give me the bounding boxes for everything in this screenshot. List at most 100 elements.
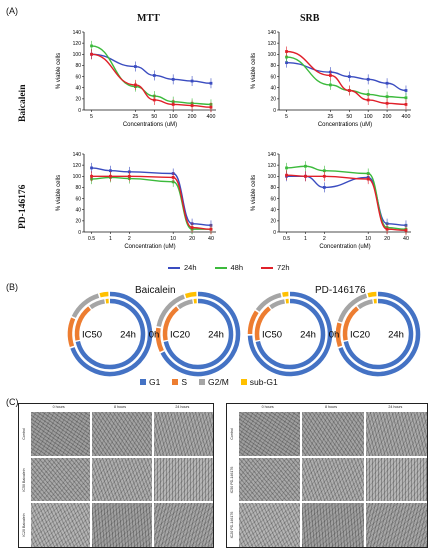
- outer-ring-segment: [184, 291, 197, 299]
- data-point: [385, 227, 389, 231]
- data-point: [127, 174, 131, 178]
- ring-side-label: 24h: [388, 330, 404, 341]
- y-axis-label: % viable cells: [251, 53, 257, 89]
- data-point: [109, 169, 112, 173]
- ring-side-label: 24h: [300, 330, 316, 341]
- panel-label-c: (C): [6, 397, 19, 407]
- micrograph-image: [239, 412, 301, 456]
- data-point: [347, 89, 351, 92]
- y-tick-label: 40: [75, 208, 81, 214]
- series-line-24h: [286, 175, 406, 227]
- x-tick-label: 1: [304, 236, 307, 242]
- series-line-48h: [286, 56, 406, 99]
- x-tick-label: 40: [403, 236, 409, 242]
- micrograph-column-label: 8 hours: [325, 405, 337, 409]
- data-point: [285, 50, 288, 53]
- data-point: [109, 174, 112, 178]
- data-point: [190, 226, 194, 229]
- series-line-72h: [286, 174, 406, 232]
- data-point: [285, 166, 288, 170]
- y-tick-label: 40: [270, 208, 276, 214]
- y-tick-label: 120: [268, 41, 277, 47]
- y-tick-label: 60: [75, 196, 81, 202]
- data-point: [171, 176, 175, 179]
- y-tick-label: 80: [270, 185, 276, 191]
- chart-mtt-baicalein: 0 20 40 60 80 100 120 140 5 25 50 100 200 400 Concentr…: [56, 30, 216, 128]
- outer-ring-segment: [99, 291, 109, 298]
- x-tick-label: 0.5: [88, 236, 95, 242]
- series-line-48h: [91, 176, 211, 230]
- legend-item-24h: 24h: [168, 263, 197, 272]
- data-point: [404, 96, 408, 100]
- ring-center-label: 0h: [329, 330, 340, 341]
- x-tick-label: 25: [132, 114, 138, 120]
- micrograph-column-label: 8 hours: [114, 405, 126, 409]
- micrograph-row-label: IC20 PD-146176: [230, 511, 234, 539]
- micrograph-image: [92, 412, 152, 456]
- y-tick-label: 0: [78, 108, 81, 114]
- x-tick-label: 100: [364, 114, 373, 120]
- legend-item-s: S: [172, 377, 187, 387]
- micrograph-image: [239, 457, 301, 502]
- micrograph-image: [92, 503, 152, 547]
- y-tick-label: 140: [268, 30, 277, 36]
- data-point: [171, 77, 175, 81]
- micrograph-row-label: IC50 Baicalein: [22, 467, 26, 492]
- inner-ring-segment: [255, 298, 326, 370]
- y-tick-label: 140: [73, 152, 82, 158]
- data-point: [385, 95, 389, 99]
- micrograph-image: [302, 457, 364, 502]
- chart-mtt-pd146176: 0 20 40 60 80 100 120 140 0.5 1 2 10 20 40 Concentrati…: [56, 152, 216, 250]
- outer-ring-segment: [338, 291, 421, 377]
- outer-ring-segment: [255, 292, 282, 312]
- x-axis-label: Concentrations (uM): [318, 122, 372, 128]
- x-tick-label: 200: [188, 114, 197, 120]
- y-tick-label: 120: [73, 41, 82, 47]
- panel-label-b: (B): [6, 282, 18, 292]
- x-tick-label: 25: [327, 114, 333, 120]
- data-point: [90, 52, 93, 56]
- y-tick-label: 80: [75, 63, 81, 69]
- ring-group-title-baicalein: Baicalein: [135, 285, 176, 296]
- y-tick-label: 80: [75, 185, 81, 191]
- micrograph-grid-baicalein: 0 hours 8 hours 24 hours Control IC50 Baical…: [18, 403, 214, 548]
- y-axis-label: % viable cells: [56, 175, 62, 211]
- inner-ring-segment: [89, 299, 106, 310]
- y-tick-label: 0: [273, 108, 276, 114]
- y-tick-label: 20: [75, 97, 81, 103]
- cell-cycle-rings: IC50 24h IC20 24h 0h IC50 24h IC20 24h 0h: [67, 291, 421, 377]
- outer-ring-segment: [247, 310, 259, 335]
- y-tick-label: 20: [270, 219, 276, 225]
- micrograph-column-label: 24 hours: [175, 405, 190, 409]
- outer-ring-segment: [155, 327, 164, 352]
- data-point: [209, 227, 213, 231]
- x-axis-label: Concentration (uM): [319, 244, 370, 250]
- x-tick-label: 20: [384, 236, 390, 242]
- y-tick-label: 0: [78, 230, 81, 236]
- chart-srb-pd146176: 0 20 40 60 80 100 120 140 0.5 1 2 10 20 40 Concentrati…: [251, 152, 411, 250]
- x-tick-label: 5: [285, 114, 288, 120]
- series-line-24h: [286, 61, 407, 92]
- data-point: [209, 105, 213, 109]
- data-point: [404, 228, 408, 232]
- inner-ring-segment: [254, 306, 272, 341]
- y-tick-label: 140: [268, 152, 277, 158]
- y-tick-label: 120: [73, 163, 82, 169]
- outer-ring-segment: [282, 291, 289, 297]
- inner-ring-segment: [177, 299, 194, 310]
- y-tick-label: 120: [268, 163, 277, 169]
- inner-ring-segment: [342, 306, 360, 341]
- y-tick-label: 20: [270, 97, 276, 103]
- y-tick-label: 100: [268, 174, 277, 180]
- series-line-72h: [91, 53, 211, 108]
- x-tick-label: 40: [208, 236, 214, 242]
- x-tick-label: 10: [170, 236, 176, 242]
- y-tick-label: 100: [73, 174, 82, 180]
- micrograph-image: [365, 412, 427, 456]
- x-axis-label: Concentration (uM): [124, 244, 175, 250]
- micrograph-image: [153, 412, 213, 456]
- y-tick-label: 100: [73, 52, 82, 58]
- data-point: [404, 89, 408, 92]
- data-point: [322, 186, 326, 189]
- y-tick-label: 40: [270, 86, 276, 92]
